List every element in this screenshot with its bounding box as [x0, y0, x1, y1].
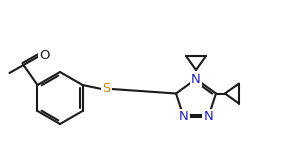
Text: O: O [39, 48, 50, 62]
Text: N: N [203, 110, 213, 123]
Text: S: S [102, 82, 111, 95]
Text: N: N [179, 110, 189, 123]
Text: N: N [191, 72, 201, 85]
